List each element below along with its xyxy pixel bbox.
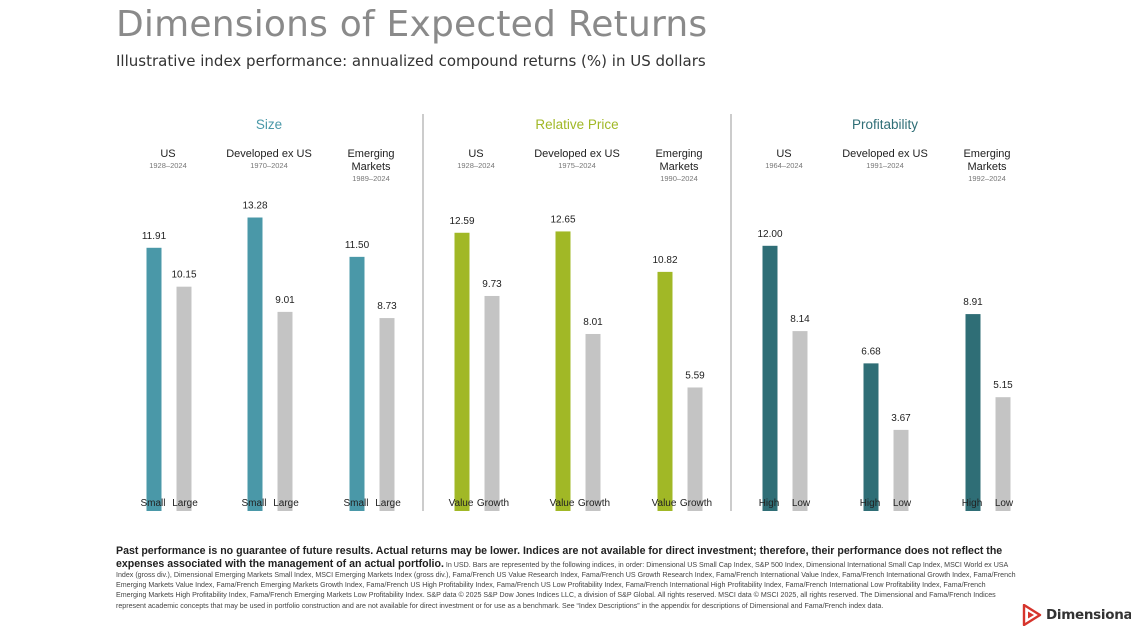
group-period-label: 1990–2024 <box>660 174 698 183</box>
panel-title: Relative Price <box>535 117 618 132</box>
group-region-label: Markets <box>967 161 1007 173</box>
bar-value-label: 12.59 <box>449 216 474 227</box>
bar-category-label: High <box>962 498 983 509</box>
group-period-label: 1928–2024 <box>149 161 187 170</box>
footnote: Past performance is no guarantee of futu… <box>116 545 1016 611</box>
bar-value-label: 11.50 <box>345 240 370 251</box>
group-region-label: Emerging <box>963 148 1010 160</box>
page-title: Dimensions of Expected Returns <box>116 4 708 45</box>
bar <box>146 247 162 511</box>
bar-value-label: 8.14 <box>790 314 810 325</box>
group-region-label: Developed ex US <box>842 148 928 160</box>
bar-category-label: Large <box>375 498 401 509</box>
bar <box>277 311 293 511</box>
group-region-label: US <box>776 148 791 160</box>
bar-value-label: 12.00 <box>757 229 782 240</box>
bar-value-label: 9.73 <box>482 279 502 290</box>
bar <box>792 331 808 511</box>
group-region-label: US <box>160 148 175 160</box>
group-region-label: Emerging <box>655 148 702 160</box>
group-period-label: 1975–2024 <box>558 161 596 170</box>
bar-value-label: 8.01 <box>583 317 603 328</box>
bar-category-label: Small <box>241 498 266 509</box>
bar <box>247 217 263 511</box>
group-period-label: 1991–2024 <box>866 161 904 170</box>
group-period-label: 1989–2024 <box>352 174 390 183</box>
bar-value-label: 3.67 <box>891 413 911 424</box>
bar <box>687 387 703 511</box>
bar-category-label: Value <box>550 498 575 509</box>
bar <box>585 333 601 511</box>
footnote-text: In USD. Bars are represented by the foll… <box>116 560 1016 610</box>
panel-title: Size <box>256 117 282 132</box>
bar-category-label: Large <box>273 498 299 509</box>
group-region-label: Markets <box>351 161 391 173</box>
bar-value-label: 5.59 <box>685 370 705 381</box>
bar-category-label: Value <box>449 498 474 509</box>
bar-value-label: 6.68 <box>861 346 881 357</box>
bar <box>762 245 778 512</box>
bar <box>484 295 500 511</box>
page-subtitle: Illustrative index performance: annualiz… <box>116 52 706 70</box>
bar-value-label: 5.15 <box>993 380 1013 391</box>
bar-category-label: Low <box>792 498 811 509</box>
bar <box>555 231 571 511</box>
bar-value-label: 11.91 <box>142 231 167 242</box>
group-region-label: Developed ex US <box>534 148 620 160</box>
bar <box>965 314 981 511</box>
group-region-label: Emerging <box>347 148 394 160</box>
footnote-disclaimer: Past performance is no guarantee of futu… <box>116 545 1003 570</box>
bar-category-label: Small <box>343 498 368 509</box>
group-region-label: US <box>468 148 483 160</box>
dimensional-logo-icon <box>1022 604 1042 626</box>
bar-value-label: 9.01 <box>275 295 295 306</box>
bar-category-label: High <box>860 498 881 509</box>
group-region-label: Markets <box>659 161 699 173</box>
bar <box>657 271 673 511</box>
group-period-label: 1970–2024 <box>250 161 288 170</box>
bar-category-label: High <box>759 498 780 509</box>
bar <box>349 256 365 511</box>
group-period-label: 1928–2024 <box>457 161 495 170</box>
group-period-label: 1992–2024 <box>968 174 1006 183</box>
bar-value-label: 12.65 <box>550 214 575 225</box>
bar-category-label: Value <box>652 498 677 509</box>
bar <box>893 429 909 511</box>
bar-value-label: 10.15 <box>171 270 196 281</box>
bar-category-label: Growth <box>680 498 712 509</box>
bar <box>379 318 395 511</box>
bar <box>995 397 1011 511</box>
returns-chart: SizeUS1928–202411.91Small10.15LargeDevel… <box>140 114 1014 512</box>
bar-value-label: 8.91 <box>963 297 983 308</box>
bar-value-label: 8.73 <box>377 301 397 312</box>
bar-value-label: 13.28 <box>242 201 267 212</box>
bar-category-label: Low <box>893 498 912 509</box>
bar <box>454 232 470 512</box>
group-region-label: Developed ex US <box>226 148 312 160</box>
dimensional-logo: Dimensional <box>1022 604 1131 626</box>
bar-category-label: Small <box>140 498 165 509</box>
bar-category-label: Growth <box>477 498 509 509</box>
bar-category-label: Large <box>172 498 198 509</box>
bar-value-label: 10.82 <box>652 255 677 266</box>
bar-category-label: Low <box>995 498 1014 509</box>
panel-title: Profitability <box>852 117 918 132</box>
bar <box>176 286 192 511</box>
bar <box>863 363 879 511</box>
logo-text: Dimensional <box>1046 607 1131 623</box>
group-period-label: 1964–2024 <box>765 161 803 170</box>
bar-category-label: Growth <box>578 498 610 509</box>
